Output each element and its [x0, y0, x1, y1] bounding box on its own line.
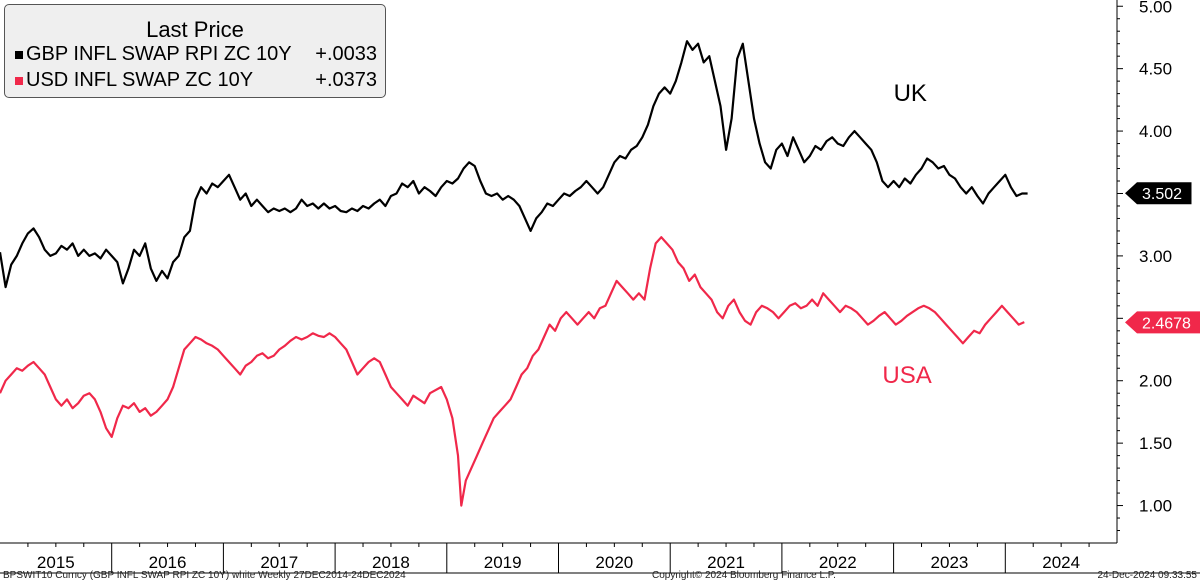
- x-tick-label-8: 2023: [931, 553, 969, 572]
- last-value-flag-1: [1125, 311, 1200, 334]
- last-value-label-1: 2.4678: [1142, 315, 1191, 332]
- annotations: UK USA: [882, 80, 931, 389]
- y-tick-label-7: 4.50: [1139, 60, 1172, 79]
- legend-swatch-gbp: [15, 50, 23, 59]
- x-tick-label-4: 2019: [484, 553, 522, 572]
- annotation-uk: UK: [894, 80, 927, 107]
- legend-item-usd: USD INFL SWAP ZC 10Y +.0373: [15, 69, 377, 95]
- footer-copyright: Copyright© 2024 Bloomberg Finance L.P.: [652, 570, 836, 581]
- y-tick-label-8: 5.00: [1139, 0, 1172, 16]
- footer-timestamp: 24-Dec-2024 09:33:55: [1097, 570, 1197, 581]
- x-tick-label-1: 2016: [149, 553, 187, 572]
- x-tick-label-6: 2021: [707, 553, 745, 572]
- y-tick-label-1: 1.50: [1139, 434, 1172, 453]
- legend-swatch-usd: [15, 76, 23, 85]
- y-tick-label-4: 3.00: [1139, 247, 1172, 266]
- annotation-usa: USA: [882, 362, 931, 389]
- x-tick-label-5: 2020: [595, 553, 633, 572]
- legend: Last Price GBP INFL SWAP RPI ZC 10Y +.00…: [4, 4, 386, 98]
- x-tick-label-7: 2022: [819, 553, 857, 572]
- y-tick-label-0: 1.00: [1139, 497, 1172, 516]
- series-line-1: [0, 236, 1025, 507]
- legend-label-gbp: GBP INFL SWAP RPI ZC 10Y: [26, 43, 292, 65]
- footer-source: BPSWIT10 Curncy (GBP INFL SWAP RPI ZC 10…: [3, 570, 406, 581]
- last-value-label-0: 3.502: [1142, 186, 1182, 203]
- x-tick-label-2: 2017: [260, 553, 298, 572]
- series-line-0: [0, 40, 1028, 289]
- legend-label-usd: USD INFL SWAP ZC 10Y: [26, 69, 254, 91]
- series-layer: [0, 40, 1028, 507]
- x-tick-label-3: 2018: [372, 553, 410, 572]
- legend-value-gbp: +.0033: [315, 43, 377, 65]
- legend-value-usd: +.0373: [315, 69, 377, 91]
- legend-title: Last Price: [146, 17, 244, 42]
- x-tick-label-9: 2024: [1042, 553, 1080, 572]
- last-value-flag-0: [1125, 182, 1192, 205]
- y-tick-label-6: 4.00: [1139, 122, 1172, 141]
- x-tick-label-0: 2015: [37, 553, 75, 572]
- legend-item-gbp: GBP INFL SWAP RPI ZC 10Y +.0033: [15, 43, 377, 69]
- y-tick-label-2: 2.00: [1139, 372, 1172, 391]
- last-value-labels: 3.502 2.4678: [1125, 182, 1200, 334]
